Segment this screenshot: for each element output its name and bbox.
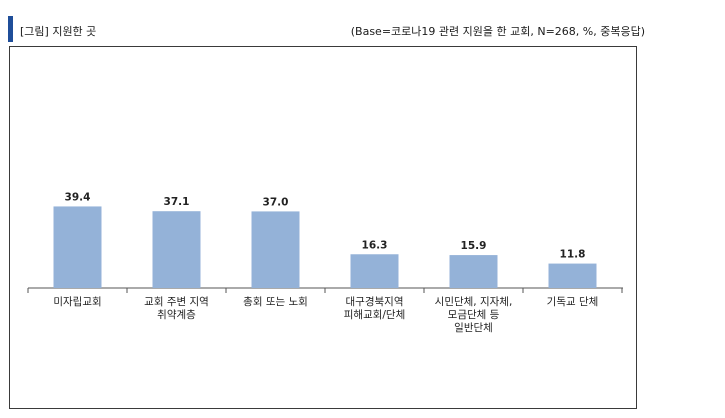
bar [449,255,498,288]
data-label: 11.8 [560,249,586,261]
data-label: 15.9 [461,240,487,252]
category-label: 교회 주변 지역 [144,296,209,308]
category-label: 미자립교회 [53,295,101,308]
title-accent-bar [8,16,13,42]
data-label: 37.1 [164,196,190,208]
figure-title: [그림] 지원한 곳 [20,25,97,38]
bar [350,254,399,288]
chart-frame [9,46,637,409]
data-label: 16.3 [362,239,388,251]
bar [548,263,597,288]
category-label: 대구경북지역 [346,295,404,308]
category-label: 취약계층 [157,309,196,321]
bar [53,206,102,288]
bar [251,211,300,288]
bar [152,211,201,288]
base-note: (Base=코로나19 관련 지원을 한 교회, N=268, %, 중복응답) [350,25,645,38]
category-label: 모금단체 등 [448,309,500,321]
category-label: 기독교 단체 [547,296,599,308]
data-label: 39.4 [65,191,91,203]
category-label: 총회 또는 노회 [243,296,308,308]
category-label: 시민단체, 지자체, [435,296,513,308]
category-label: 피해교회/단체 [344,308,406,321]
data-label: 37.0 [263,196,289,208]
category-label: 일반단체 [454,321,493,334]
